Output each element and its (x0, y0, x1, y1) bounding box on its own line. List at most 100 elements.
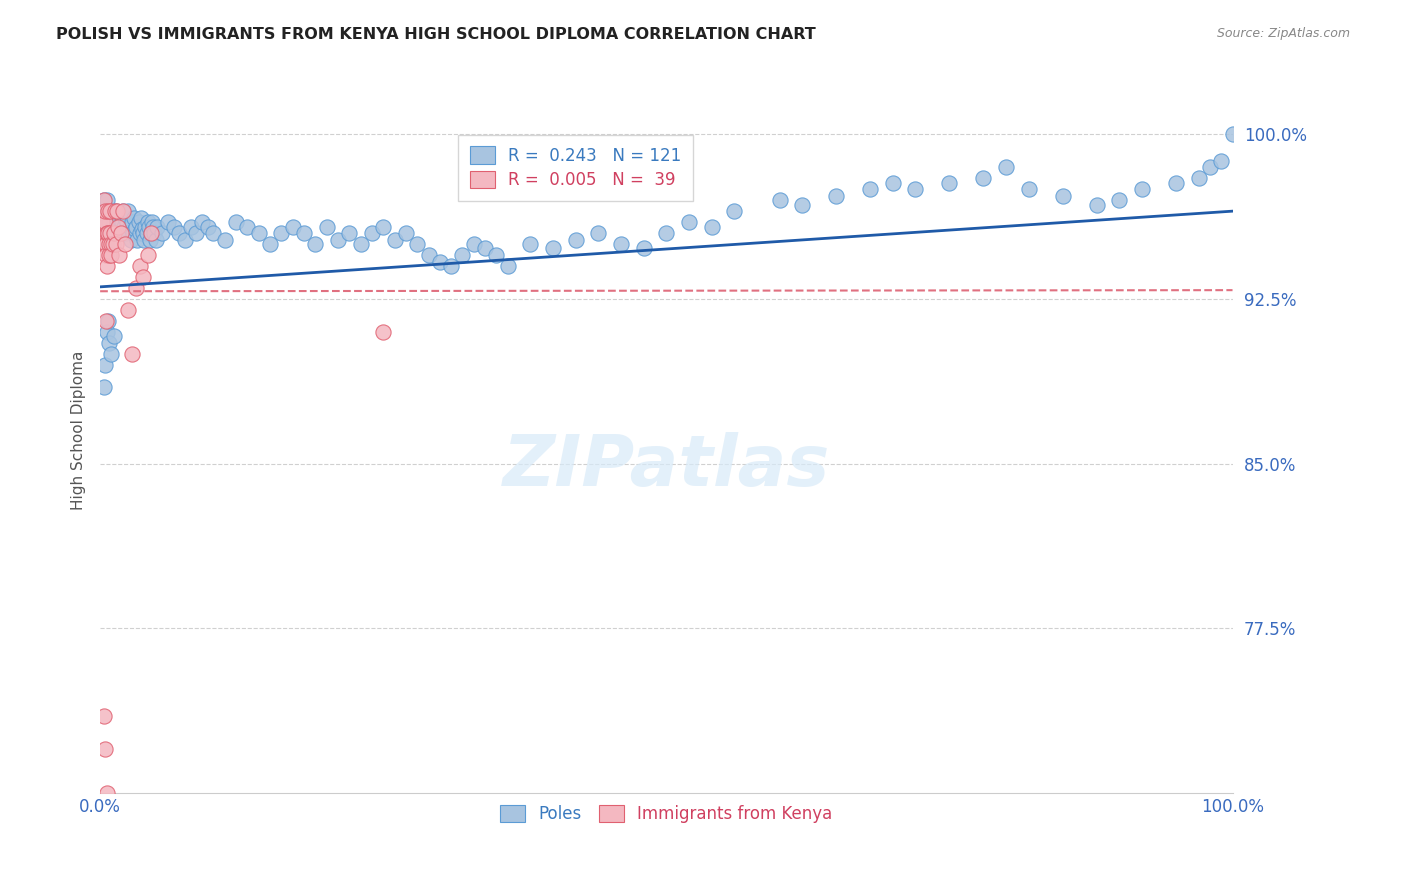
Point (96, 193, 118, 207)
Point (588, 226, 610, 240)
Point (93, 709, 115, 723)
Point (96, 259, 118, 273)
Text: POLISH VS IMMIGRANTS FROM KENYA HIGH SCHOOL DIPLOMA CORRELATION CHART: POLISH VS IMMIGRANTS FROM KENYA HIGH SCH… (56, 27, 815, 42)
Point (134, 233, 156, 247)
Point (463, 237, 485, 252)
Point (1164, 176, 1187, 190)
Point (111, 204, 134, 219)
Point (1018, 182, 1040, 196)
Y-axis label: High School Diploma: High School Diploma (72, 351, 86, 510)
Point (825, 188, 848, 202)
Point (94, 237, 117, 252)
Point (141, 215, 163, 229)
Point (96, 786, 118, 800)
Point (395, 226, 418, 240)
Point (103, 215, 125, 229)
Point (678, 215, 700, 229)
Point (440, 259, 463, 273)
Point (1085, 197, 1108, 211)
Point (1187, 171, 1209, 186)
Point (117, 302, 139, 317)
Point (429, 254, 451, 268)
Point (191, 215, 214, 229)
Point (564, 233, 586, 247)
Point (882, 176, 904, 190)
Point (128, 259, 150, 273)
Point (93, 193, 115, 207)
Point (98, 204, 121, 219)
Point (180, 219, 202, 234)
Point (1222, 128, 1244, 142)
Point (131, 221, 153, 235)
Point (97, 204, 120, 219)
Point (94, 314, 117, 328)
Point (128, 215, 150, 229)
Point (496, 259, 519, 273)
Point (110, 226, 132, 240)
Point (995, 161, 1018, 175)
Point (105, 204, 128, 219)
Point (1108, 193, 1130, 207)
Point (938, 176, 960, 190)
Point (100, 237, 122, 252)
Point (96, 215, 118, 229)
Point (384, 233, 406, 247)
Point (96, 325, 118, 339)
Point (125, 281, 148, 295)
Legend: Poles, Immigrants from Kenya: Poles, Immigrants from Kenya (489, 794, 844, 835)
Point (723, 204, 745, 219)
Point (104, 226, 127, 240)
Point (110, 226, 132, 240)
Point (139, 226, 162, 240)
Point (610, 237, 633, 252)
Point (138, 219, 160, 234)
Point (373, 325, 395, 339)
Point (451, 248, 474, 262)
Point (98, 226, 121, 240)
Point (904, 182, 927, 196)
Point (304, 237, 326, 252)
Point (104, 204, 127, 219)
Point (247, 226, 270, 240)
Point (93, 204, 115, 219)
Point (270, 226, 292, 240)
Point (115, 226, 138, 240)
Point (97, 204, 120, 219)
Point (104, 237, 127, 252)
Point (121, 347, 143, 361)
Point (93, 741, 115, 756)
Point (349, 237, 371, 252)
Point (98, 335, 121, 350)
Point (655, 226, 678, 240)
Text: Source: ZipAtlas.com: Source: ZipAtlas.com (1216, 27, 1350, 40)
Point (633, 242, 655, 256)
Point (118, 219, 141, 234)
Point (139, 233, 162, 247)
Point (136, 215, 159, 229)
Point (326, 233, 349, 247)
Point (103, 226, 125, 240)
Point (107, 219, 129, 234)
Point (120, 233, 142, 247)
Point (163, 219, 186, 234)
Point (292, 226, 315, 240)
Point (91, 215, 114, 229)
Point (97, 314, 120, 328)
Point (972, 171, 994, 186)
Point (97, 226, 120, 240)
Point (101, 237, 124, 252)
Point (117, 215, 139, 229)
Point (134, 219, 156, 234)
Point (94, 248, 117, 262)
Point (142, 219, 165, 234)
Point (337, 226, 360, 240)
Point (100, 204, 122, 219)
Point (100, 347, 122, 361)
Point (127, 233, 149, 247)
Point (108, 248, 131, 262)
Point (108, 211, 131, 225)
Point (135, 226, 157, 240)
Point (122, 211, 145, 225)
Point (136, 248, 159, 262)
Point (132, 270, 155, 285)
